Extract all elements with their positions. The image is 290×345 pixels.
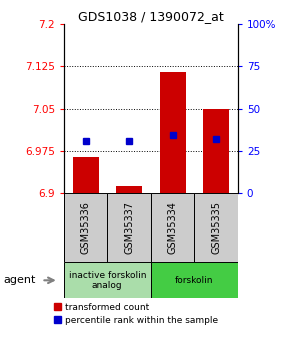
Bar (72, 157, 99, 193)
Bar (64, 193, 107, 262)
Text: GSM35336: GSM35336 (81, 201, 90, 254)
Title: GDS1038 / 1390072_at: GDS1038 / 1390072_at (78, 10, 224, 23)
Text: GSM35337: GSM35337 (124, 201, 134, 254)
Text: GSM35334: GSM35334 (168, 201, 177, 254)
Bar (64, 262, 151, 298)
Text: inactive forskolin
analog: inactive forskolin analog (68, 270, 146, 290)
Bar (160, 72, 186, 193)
Text: GSM35335: GSM35335 (211, 201, 221, 254)
Legend: transformed count, percentile rank within the sample: transformed count, percentile rank withi… (54, 303, 218, 325)
Text: agent: agent (3, 275, 35, 285)
Bar (203, 109, 229, 193)
Bar (151, 262, 238, 298)
Bar (107, 193, 151, 262)
Bar (116, 186, 142, 193)
Text: forskolin: forskolin (175, 276, 213, 285)
Bar (194, 193, 238, 262)
Bar (151, 193, 194, 262)
